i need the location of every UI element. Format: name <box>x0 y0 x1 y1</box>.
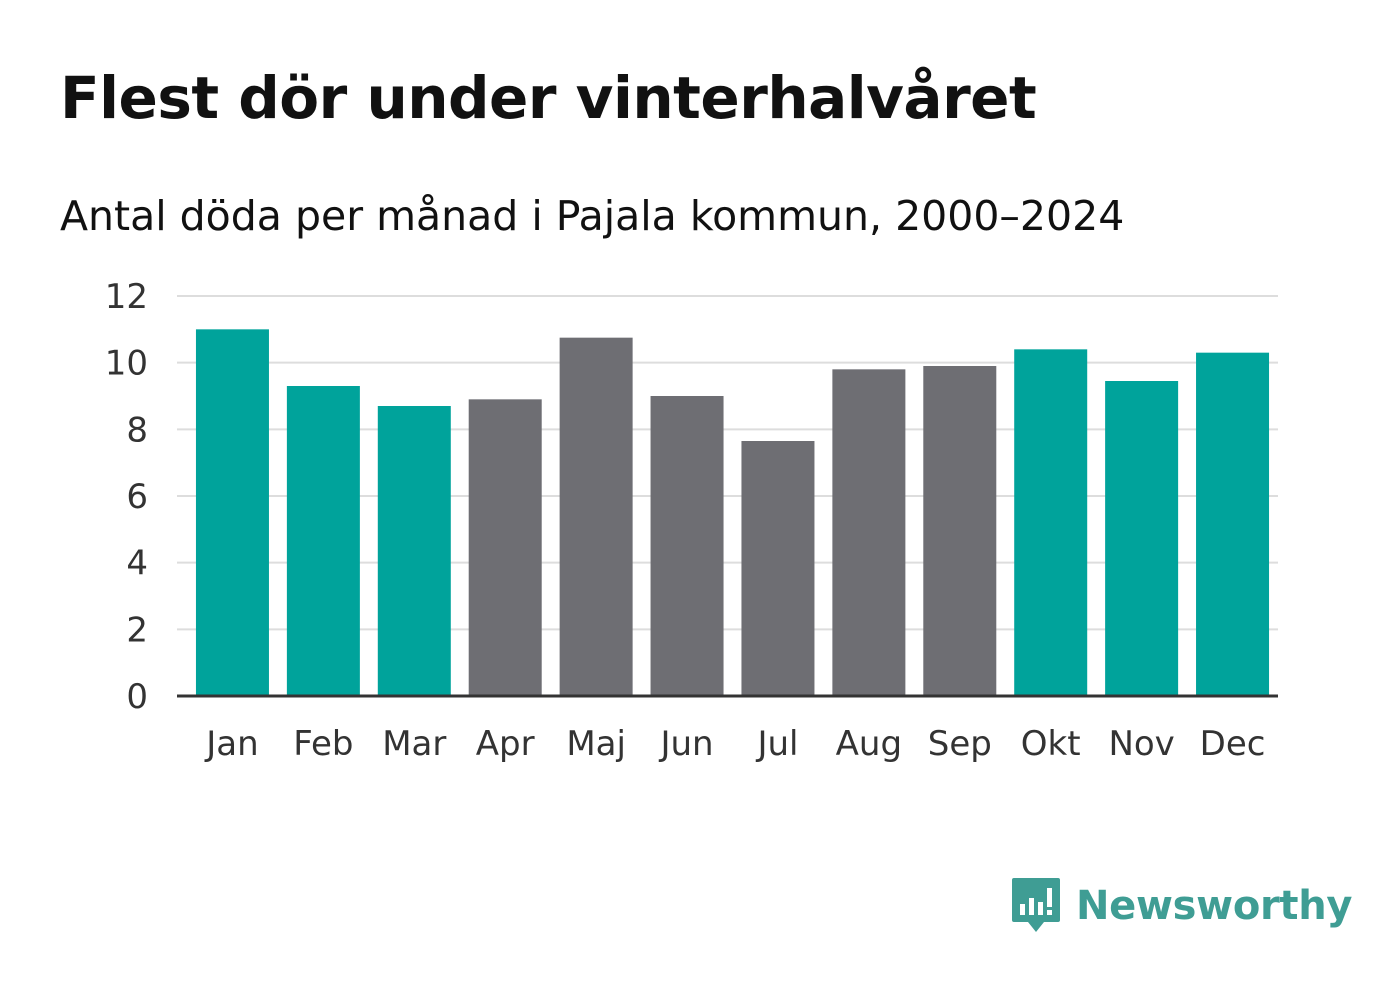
bar-maj <box>559 337 633 696</box>
y-tick-label: 0 <box>126 677 148 717</box>
bar-chart-speech-bubble-icon <box>1012 878 1060 932</box>
gridlines <box>177 295 1278 631</box>
bar-aug <box>832 369 906 696</box>
y-tick-label: 6 <box>126 477 148 517</box>
x-tick-label: Nov <box>1108 724 1174 764</box>
bar-apr <box>468 399 542 696</box>
bar-jun <box>650 396 724 696</box>
x-tick-label: Aug <box>836 724 902 764</box>
chart-title: Flest dör under vinterhalvåret <box>60 64 1037 132</box>
chart-subtitle: Antal döda per månad i Pajala kommun, 20… <box>60 192 1125 240</box>
bar-mar <box>377 406 451 696</box>
x-tick-label: Dec <box>1200 724 1266 764</box>
x-tick-label: Okt <box>1021 724 1081 764</box>
y-tick-label: 2 <box>126 610 148 650</box>
y-tick-label: 8 <box>126 410 148 450</box>
newsworthy-logo: Newsworthy <box>1010 876 1353 936</box>
x-tick-label: Jun <box>658 724 713 764</box>
x-tick-label: Maj <box>566 724 626 764</box>
bar-dec <box>1196 352 1270 696</box>
bar-jan <box>195 329 269 696</box>
x-tick-label: Apr <box>476 724 535 764</box>
bar-okt <box>1014 349 1088 696</box>
x-tick-label: Jul <box>755 724 798 764</box>
bar-feb <box>286 386 360 696</box>
axes: 0 2 4 6 8 10 12 Jan Feb Mar Apr Maj Jun Jul Aug Sep Okt N… <box>105 277 1278 764</box>
x-tick-label: Sep <box>928 724 992 764</box>
brand-name: Newsworthy <box>1076 883 1353 929</box>
bar-sep <box>923 366 997 696</box>
y-tick-label: 10 <box>105 344 148 384</box>
bar-nov <box>1105 381 1179 696</box>
bar-jul <box>741 441 815 696</box>
x-tick-label: Feb <box>293 724 353 764</box>
x-tick-label: Jan <box>204 724 258 764</box>
y-tick-label: 4 <box>126 544 148 584</box>
x-tick-label: Mar <box>382 724 446 764</box>
bars <box>195 329 1270 696</box>
y-tick-label: 12 <box>105 277 148 317</box>
